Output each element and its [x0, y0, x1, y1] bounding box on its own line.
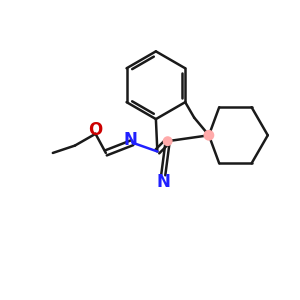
- Circle shape: [204, 130, 214, 140]
- Text: N: N: [123, 131, 137, 149]
- Text: O: O: [88, 121, 103, 139]
- Text: N: N: [156, 172, 170, 190]
- Circle shape: [164, 137, 172, 146]
